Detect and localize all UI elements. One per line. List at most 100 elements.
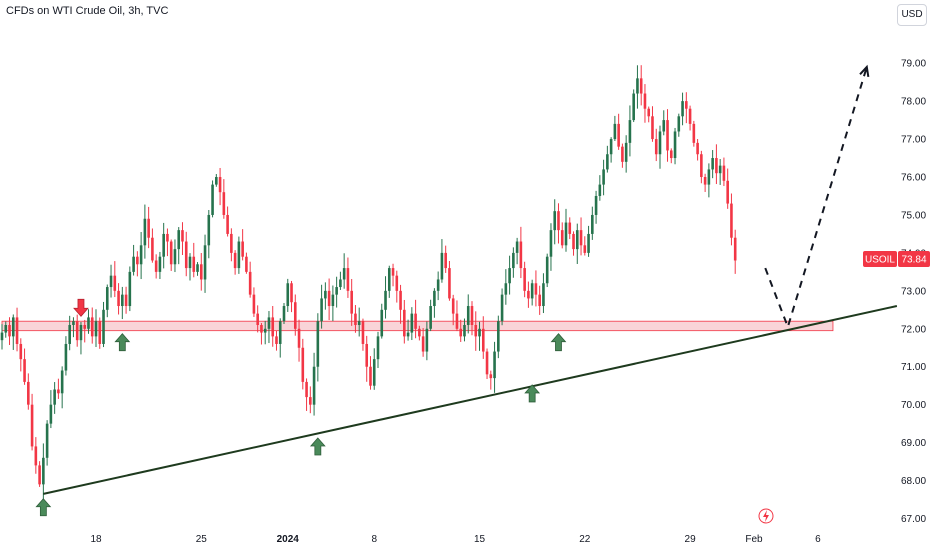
candle bbox=[354, 305, 357, 333]
candle-body bbox=[632, 93, 635, 121]
candle-body bbox=[117, 290, 120, 307]
candle-body bbox=[290, 283, 293, 303]
candle bbox=[696, 139, 699, 161]
candle-body bbox=[466, 306, 470, 325]
candle bbox=[94, 309, 98, 347]
candle bbox=[669, 148, 673, 164]
candle bbox=[102, 301, 105, 348]
candle bbox=[124, 286, 128, 314]
candle bbox=[132, 244, 135, 276]
candle bbox=[730, 193, 733, 246]
candle bbox=[403, 299, 406, 344]
candle-body bbox=[38, 465, 41, 485]
time-tick-label: 18 bbox=[90, 534, 102, 545]
time-tick-label: Feb bbox=[745, 534, 763, 545]
candle-body bbox=[591, 214, 594, 234]
candle bbox=[553, 199, 557, 245]
candle-body bbox=[538, 294, 541, 307]
candle-body bbox=[530, 283, 534, 299]
candle bbox=[346, 257, 350, 298]
candle bbox=[218, 167, 222, 206]
candle bbox=[245, 252, 248, 274]
candle-body bbox=[722, 165, 726, 181]
candle bbox=[339, 271, 342, 290]
price-tick-label: 68.00 bbox=[901, 476, 926, 487]
candle-body bbox=[143, 218, 147, 246]
candle bbox=[233, 250, 237, 275]
candle bbox=[718, 158, 722, 185]
price-tick-label: 72.00 bbox=[901, 324, 926, 335]
candle-body bbox=[481, 328, 485, 352]
candle-body bbox=[53, 389, 56, 405]
candle bbox=[361, 318, 365, 351]
candle-body bbox=[94, 321, 98, 337]
candle-body bbox=[27, 381, 30, 405]
price-tick-label: 71.00 bbox=[901, 362, 926, 373]
candle-body bbox=[4, 324, 8, 333]
candle-body bbox=[545, 256, 549, 284]
candle-body bbox=[147, 218, 150, 238]
candle-body bbox=[730, 203, 733, 238]
candle bbox=[485, 348, 489, 380]
candle-body bbox=[188, 256, 192, 269]
currency-button[interactable]: USD bbox=[897, 4, 927, 26]
candle-body bbox=[184, 241, 188, 269]
candle bbox=[350, 278, 353, 326]
candle bbox=[27, 373, 30, 410]
time-axis[interactable]: 18 25 2024 8 15 22 29 Feb 6 bbox=[90, 534, 821, 545]
candle-body bbox=[440, 252, 444, 280]
candle-body bbox=[636, 78, 639, 94]
candle-body bbox=[391, 268, 395, 276]
price-axis[interactable]: 67.0068.0069.0070.0071.0072.0073.0074.00… bbox=[901, 59, 926, 525]
candle-body bbox=[451, 298, 455, 314]
candle bbox=[560, 222, 564, 249]
candle bbox=[621, 143, 624, 168]
candle-body bbox=[203, 245, 207, 280]
candle bbox=[34, 437, 38, 474]
candle bbox=[666, 109, 669, 162]
candle-body bbox=[275, 336, 278, 344]
time-tick-label: 2024 bbox=[277, 534, 300, 545]
candle bbox=[384, 276, 387, 319]
candle bbox=[128, 266, 132, 312]
candle bbox=[342, 253, 346, 289]
candle-body bbox=[105, 287, 109, 310]
candle-body bbox=[79, 324, 83, 341]
candle bbox=[113, 261, 117, 298]
candle-body bbox=[572, 233, 575, 250]
candle bbox=[463, 318, 466, 342]
candle bbox=[211, 180, 214, 218]
candle-body bbox=[252, 294, 256, 314]
candle bbox=[162, 222, 165, 269]
candle bbox=[624, 135, 628, 173]
candle bbox=[685, 92, 688, 124]
candle bbox=[598, 175, 602, 201]
candle-body bbox=[606, 154, 609, 170]
candle-body bbox=[297, 328, 301, 348]
candle bbox=[414, 299, 417, 339]
candle bbox=[583, 236, 587, 256]
candle-body bbox=[504, 283, 508, 295]
projection-arrowhead bbox=[859, 64, 870, 78]
candle bbox=[19, 338, 23, 372]
time-tick-label: 6 bbox=[815, 534, 821, 545]
candle-body bbox=[57, 389, 60, 394]
candle bbox=[391, 263, 395, 287]
candle-body bbox=[293, 302, 297, 329]
candle bbox=[286, 278, 290, 312]
candle bbox=[293, 294, 297, 336]
candle-body bbox=[733, 237, 737, 261]
candle-body bbox=[654, 139, 658, 155]
candle-body bbox=[433, 290, 436, 307]
candle-body bbox=[512, 252, 515, 269]
price-tick-label: 73.00 bbox=[901, 286, 926, 297]
chart-title: CFDs on WTI Crude Oil, 3h, TVC bbox=[6, 5, 169, 17]
candle-body bbox=[222, 192, 226, 215]
candle bbox=[173, 239, 177, 273]
candle-body bbox=[121, 294, 124, 307]
candle-body bbox=[177, 230, 181, 250]
candle-body bbox=[700, 154, 703, 178]
symbol-tag-label: USOIL bbox=[865, 254, 895, 265]
candle-body bbox=[681, 101, 684, 117]
